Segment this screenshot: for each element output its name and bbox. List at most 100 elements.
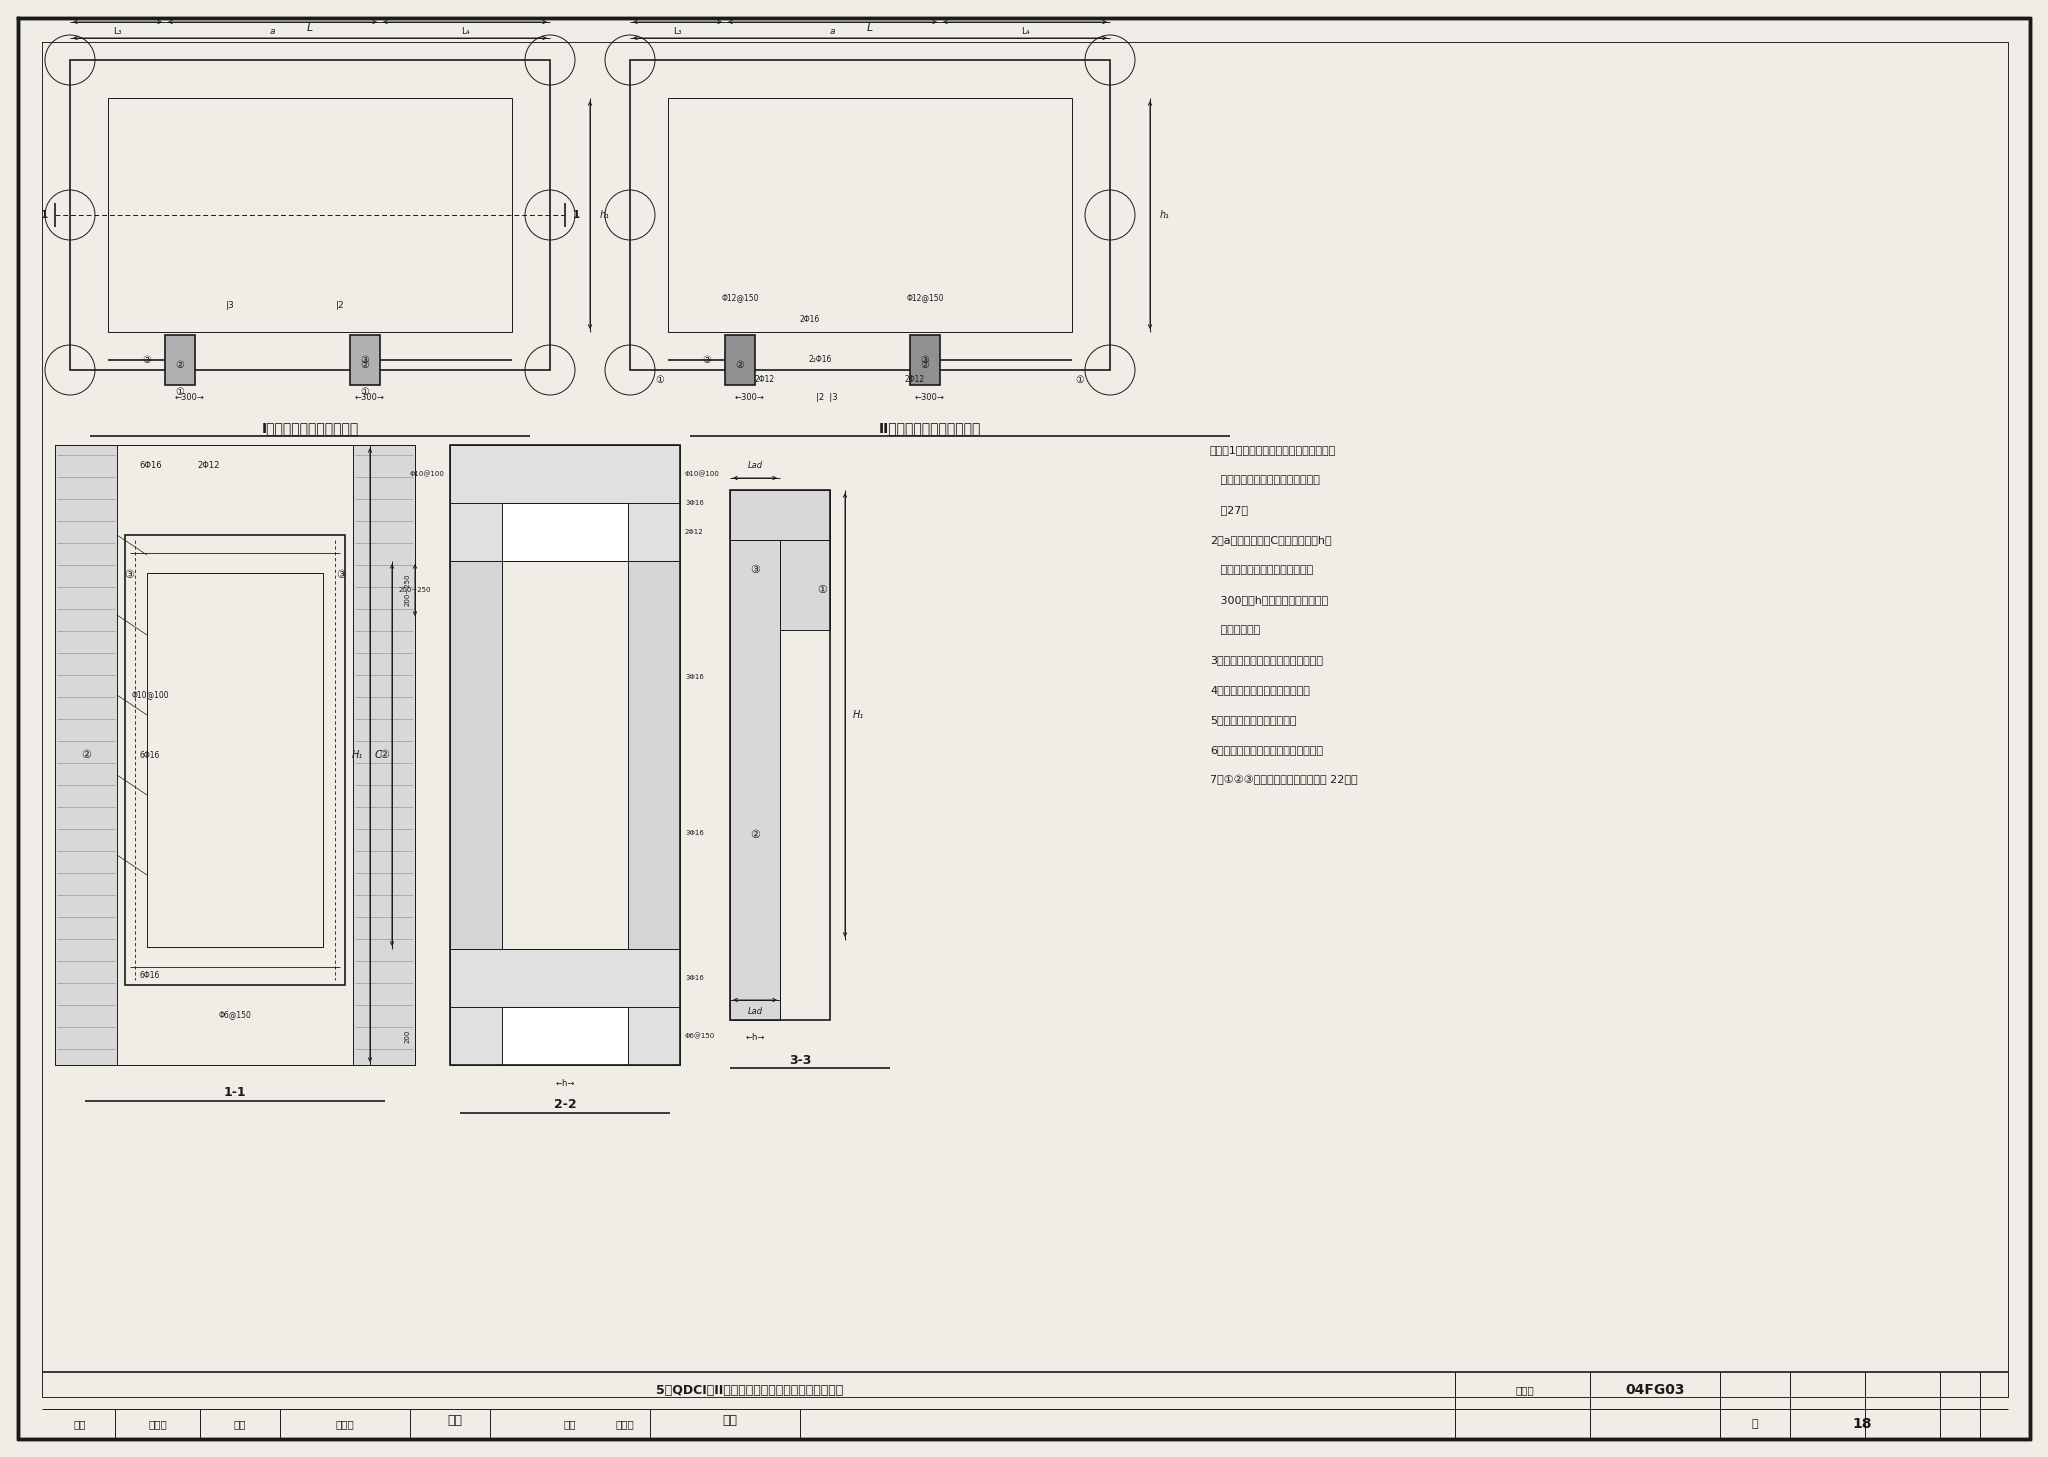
Text: ③: ③	[125, 570, 133, 580]
Text: 2Φ16: 2Φ16	[801, 316, 819, 325]
Text: 尹德印: 尹德印	[150, 1419, 168, 1429]
Text: ①: ①	[817, 586, 827, 594]
Text: ②: ②	[82, 750, 90, 761]
Text: 200: 200	[406, 1029, 412, 1043]
Text: 2Φ12: 2Φ12	[756, 376, 774, 385]
Text: ①: ①	[655, 374, 664, 385]
Text: Φ6@150: Φ6@150	[684, 1033, 715, 1039]
Bar	[668, 98, 1071, 332]
Text: L₃: L₃	[674, 28, 682, 36]
Text: II型平面（一）窗框配筋图: II型平面（一）窗框配筋图	[879, 421, 981, 436]
Text: 1: 1	[571, 210, 580, 220]
Text: 3、窗洞口四角斜向钉筋按分册说明。: 3、窗洞口四角斜向钉筋按分册说明。	[1210, 656, 1323, 664]
Text: ←h→: ←h→	[555, 1078, 575, 1087]
Text: 5级QDCI、II型钉筋混凝土窗井窗框配筋图（一）: 5级QDCI、II型钉筋混凝土窗井窗框配筋图（一）	[655, 1384, 844, 1397]
Bar	[55, 444, 416, 1065]
Text: L: L	[866, 23, 872, 34]
Text: 5、窗井侧墙按挡土墙设计。: 5、窗井侧墙按挡土墙设计。	[1210, 715, 1296, 726]
Bar	[451, 444, 680, 1065]
Text: 6Φ16: 6Φ16	[139, 970, 160, 979]
Bar	[729, 490, 829, 1020]
Text: 土的防护方式。挡板图详见本图集: 土的防护方式。挡板图详见本图集	[1210, 475, 1319, 485]
Text: 3Φ16: 3Φ16	[684, 975, 705, 981]
Text: L₄: L₄	[461, 28, 469, 36]
Bar	[352, 444, 416, 1065]
Text: 6Φ16: 6Φ16	[139, 750, 160, 759]
Text: 设计: 设计	[563, 1419, 575, 1429]
Text: 说明：1、本图适用于战时挡板加窗井内填: 说明：1、本图适用于战时挡板加窗井内填	[1210, 444, 1335, 455]
Text: 3Φ16: 3Φ16	[684, 675, 705, 680]
Text: ③: ③	[750, 565, 760, 576]
Text: L₄: L₄	[1020, 28, 1030, 36]
Text: ②: ②	[750, 830, 760, 841]
Text: Lad: Lad	[748, 460, 762, 469]
Text: ①: ①	[176, 388, 184, 396]
Text: ←300→: ←300→	[174, 393, 205, 402]
Bar	[125, 535, 344, 985]
Bar	[502, 1007, 629, 1065]
Text: 2Φ12: 2Φ12	[197, 460, 219, 469]
Bar	[55, 444, 117, 1065]
Text: 翁子: 翁子	[723, 1415, 737, 1428]
Bar	[729, 541, 780, 1020]
Text: 18: 18	[1851, 1418, 1872, 1431]
Text: 1-1: 1-1	[223, 1087, 246, 1100]
Text: 2Φ12: 2Φ12	[684, 529, 705, 535]
Text: 王海华: 王海华	[336, 1419, 354, 1429]
Text: C: C	[375, 750, 381, 761]
Bar	[909, 335, 940, 385]
Text: ←300→: ←300→	[735, 393, 766, 402]
Bar	[70, 60, 551, 370]
Text: ③: ③	[922, 356, 930, 366]
Text: Lad: Lad	[748, 1007, 762, 1017]
Text: h₁: h₁	[600, 210, 610, 220]
Text: Φ10@100: Φ10@100	[684, 471, 721, 478]
Text: 200~250: 200~250	[399, 587, 432, 593]
Bar	[451, 949, 680, 1065]
Bar	[451, 444, 680, 561]
Bar	[729, 490, 829, 541]
Text: 04FG03: 04FG03	[1626, 1384, 1686, 1397]
Text: ②: ②	[735, 360, 743, 370]
Text: 张汚: 张汚	[449, 1415, 463, 1428]
Text: ②: ②	[379, 750, 389, 761]
Text: 图集号: 图集号	[1516, 1386, 1534, 1396]
Text: 地下室内侧。: 地下室内侧。	[1210, 625, 1260, 635]
Text: ③: ③	[702, 356, 711, 366]
Bar	[631, 60, 1110, 370]
Text: ③: ③	[143, 356, 152, 366]
Bar	[629, 561, 680, 949]
Text: L₃: L₃	[113, 28, 121, 36]
Text: ←300→: ←300→	[915, 393, 944, 402]
Text: 第27页: 第27页	[1210, 506, 1247, 514]
Text: 7、①②③号钉筋配筋表详见本图集 22页。: 7、①②③号钉筋配筋表详见本图集 22页。	[1210, 775, 1358, 785]
Bar	[350, 335, 381, 385]
Text: 300，当h大于墙厚时应凸向防空: 300，当h大于墙厚时应凸向防空	[1210, 594, 1327, 605]
Text: Φ6@150: Φ6@150	[219, 1011, 252, 1020]
Bar	[502, 503, 629, 561]
Bar	[725, 335, 756, 385]
Text: ③: ③	[336, 570, 346, 580]
Text: ②: ②	[176, 360, 184, 370]
Bar	[147, 573, 324, 947]
Text: 3Φ16: 3Φ16	[684, 500, 705, 506]
Bar	[166, 335, 195, 385]
Text: 2Φ12: 2Φ12	[905, 376, 926, 385]
Bar	[451, 561, 502, 949]
Text: 6、墙体配筋根据实际工程设计确定。: 6、墙体配筋根据实际工程设计确定。	[1210, 745, 1323, 755]
Text: h₁: h₁	[1159, 210, 1169, 220]
Text: |3: |3	[225, 300, 233, 309]
Text: ②: ②	[922, 360, 930, 370]
Text: Φ10@100: Φ10@100	[131, 691, 170, 699]
Text: ←h→: ←h→	[745, 1033, 764, 1043]
Text: H₁: H₁	[352, 750, 362, 761]
Text: 3-3: 3-3	[788, 1053, 811, 1067]
Text: L: L	[307, 23, 313, 34]
Text: 窗框梁高，同墙厚，但不应小于: 窗框梁高，同墙厚，但不应小于	[1210, 565, 1313, 576]
Bar	[780, 541, 829, 629]
Text: ②: ②	[360, 360, 369, 370]
Text: 2、a为窗洞宽度，C为窗洞高度，h为: 2、a为窗洞宽度，C为窗洞高度，h为	[1210, 535, 1331, 545]
Text: 页: 页	[1751, 1419, 1759, 1429]
Text: |2: |2	[336, 300, 344, 309]
Text: a: a	[270, 28, 274, 36]
